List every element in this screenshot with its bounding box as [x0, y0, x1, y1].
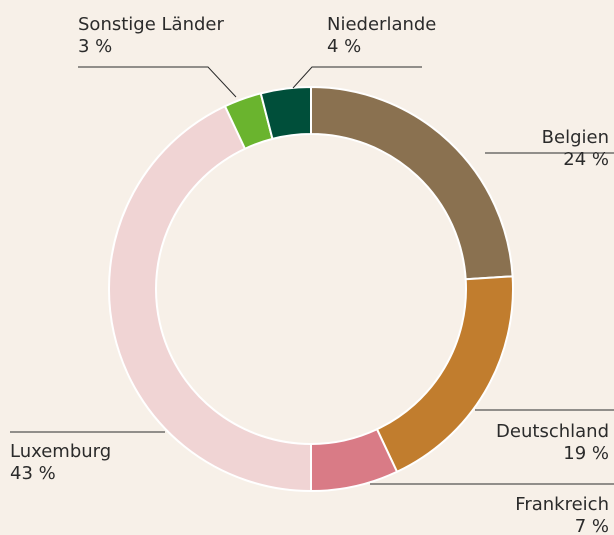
slice-value-label: 24 %	[563, 149, 609, 170]
slice-label: Deutschland	[496, 421, 609, 442]
slice-value-label: 4 %	[327, 36, 361, 57]
donut-slice	[310, 85, 514, 281]
slice-label: Sonstige Länder	[78, 14, 224, 35]
slice-value-label: 7 %	[575, 516, 609, 535]
slice-label: Belgien	[542, 127, 609, 148]
slice-label: Niederlande	[327, 14, 436, 35]
donut-slice	[259, 85, 312, 141]
slice-label: Frankreich	[515, 494, 609, 515]
slice-value-label: 3 %	[78, 36, 112, 57]
leader-line	[292, 66, 422, 89]
donut-slice	[375, 275, 514, 474]
leader-line	[78, 66, 237, 98]
slice-label: Luxemburg	[10, 441, 111, 462]
slice-value-label: 19 %	[563, 443, 609, 464]
slice-value-label: 43 %	[10, 463, 56, 484]
donut-slice	[108, 104, 312, 493]
